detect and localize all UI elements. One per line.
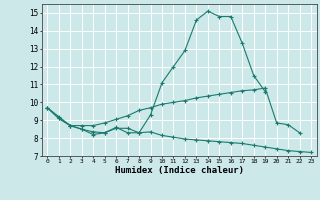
- X-axis label: Humidex (Indice chaleur): Humidex (Indice chaleur): [115, 166, 244, 175]
